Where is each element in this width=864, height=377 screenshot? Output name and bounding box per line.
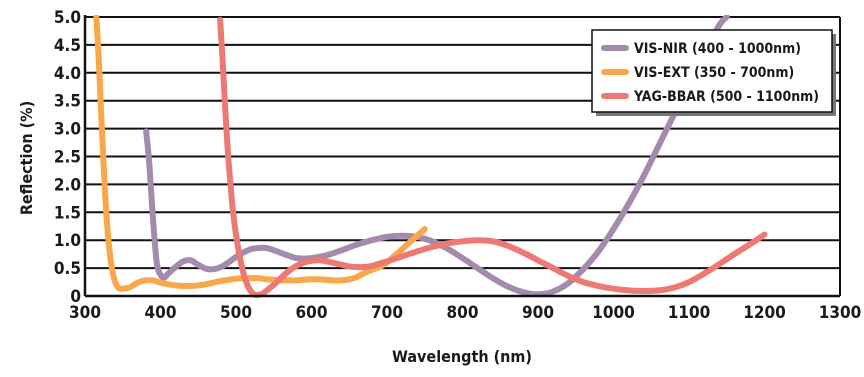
y-tick-label: 2.0 (54, 175, 81, 195)
legend-entry-label: VIS-NIR (400 - 1000nm) (634, 41, 801, 57)
y-tick-label: 0.5 (54, 259, 81, 279)
x-tick-label: 600 (296, 303, 328, 323)
axes (83, 15, 841, 298)
y-tick-label: 0 (70, 287, 81, 307)
y-tick-label: 2.5 (54, 148, 81, 168)
tick-labels: 0 0.5 1.0 1.5 2.0 2.5 3.0 3.5 4.0 4.5 5.0 300 400 500… (54, 8, 861, 323)
x-tick-label: 300 (69, 303, 101, 323)
x-tick-label: 900 (522, 303, 554, 323)
x-tick-label: 400 (145, 303, 177, 323)
y-tick-label: 4.0 (54, 64, 81, 84)
legend: VIS-NIR (400 - 1000nm) VIS-EXT (350 - 700… (591, 29, 836, 116)
y-tick-label: 1.5 (54, 203, 81, 223)
series-lines (93, 15, 768, 298)
y-axis-title: Reflection (%) (17, 101, 36, 215)
x-tick-label: 1200 (743, 303, 786, 323)
legend-entry-label: VIS-EXT (350 - 700nm) (634, 65, 794, 81)
y-tick-label: 5.0 (54, 8, 81, 28)
x-tick-label: 500 (220, 303, 252, 323)
x-tick-label: 700 (371, 303, 403, 323)
series-line-1 (143, 15, 730, 298)
y-tick-label: 3.5 (54, 92, 81, 112)
grid (85, 16, 840, 270)
x-tick-label: 1100 (668, 303, 711, 323)
series-line-3 (217, 16, 768, 298)
x-tick-label: 1300 (819, 303, 862, 323)
x-axis-title: Wavelength (nm) (392, 347, 532, 366)
y-tick-label: 4.5 (54, 36, 81, 56)
legend-entry-label: YAG-BBAR (500 - 1100nm) (633, 89, 819, 105)
legend-box (591, 29, 833, 113)
y-tick-label: 3.0 (54, 120, 81, 140)
x-tick-label: 1000 (592, 303, 635, 323)
y-tick-label: 1.0 (54, 231, 81, 251)
x-tick-label: 800 (447, 303, 479, 323)
